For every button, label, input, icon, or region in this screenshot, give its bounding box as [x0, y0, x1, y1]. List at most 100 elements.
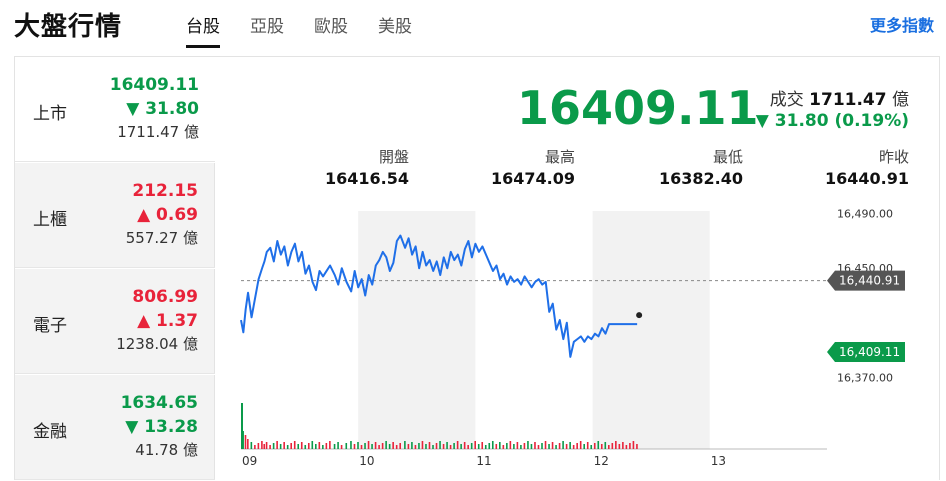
volume-bar [425, 444, 427, 449]
volume-bar [283, 442, 285, 449]
volume-bar [481, 442, 484, 449]
volume-bar [307, 443, 310, 449]
x-tick-label: 10 [359, 454, 374, 468]
index-change-summary: ▼ 31.80 (0.19%) [755, 111, 909, 131]
volume-bar [435, 443, 438, 449]
volume-bar [474, 441, 476, 449]
price-line [240, 234, 638, 358]
market-panel: 上市 16409.11 ▼ 31.80 1711.47 億 上櫃 212.15 … [14, 56, 940, 480]
volume-bar [367, 441, 370, 449]
volume-bar [449, 445, 452, 449]
volume-bar [590, 445, 593, 449]
sidebar-item-otc[interactable]: 上櫃 212.15 ▲ 0.69 557.27 億 [15, 163, 215, 268]
volume-bar [527, 441, 529, 449]
sidebar-item-listed[interactable]: 上市 16409.11 ▼ 31.80 1711.47 億 [15, 57, 215, 162]
volume-bar [565, 444, 568, 449]
volume-bar [293, 441, 296, 449]
volume-bar [263, 444, 266, 449]
volume-bar [636, 444, 638, 449]
session-band [475, 211, 593, 449]
stat-value: 16416.54 [324, 169, 409, 188]
volume-bar [357, 442, 359, 449]
volume-bar [381, 443, 384, 449]
volume-bar [502, 445, 505, 449]
stat-low: 最低 16382.40 [633, 147, 743, 191]
volume-bar [329, 441, 331, 449]
volume-bar [555, 445, 557, 449]
volume-label: 成交 [769, 90, 804, 110]
index-volume: 41.78 億 [135, 441, 198, 459]
volume-bar [318, 442, 321, 449]
index-change: ▼ 31.80 [126, 99, 199, 119]
volume-bar [453, 443, 455, 449]
y-tick-label: 16,490.00 [837, 209, 893, 221]
x-tick-label: 13 [711, 454, 726, 468]
last-price-dot [636, 312, 643, 319]
sidebar-item-electronics[interactable]: 電子 806.99 ▲ 1.37 1238.04 億 [15, 269, 215, 374]
volume-bar [548, 444, 550, 449]
volume-bar [477, 444, 480, 449]
index-name: 金融 [33, 422, 67, 442]
index-name: 電子 [33, 316, 67, 336]
volume-bar [520, 445, 522, 449]
y-tick-label: 16,370.00 [837, 371, 893, 384]
volume-bar [558, 443, 561, 449]
stat-high: 最高 16474.09 [465, 147, 575, 191]
x-tick-label: 09 [242, 454, 257, 468]
volume-bar [544, 441, 547, 449]
session-band [241, 211, 359, 449]
volume-bar [463, 442, 466, 449]
volume-bar [632, 441, 635, 449]
volume-bar [432, 445, 434, 449]
volume-bar [583, 444, 585, 449]
index-volume: 1711.47 億 [117, 123, 199, 141]
volume-bar [250, 442, 253, 449]
volume-bar [242, 431, 244, 449]
tab-europe[interactable]: 歐股 [314, 17, 348, 37]
volume-bar [414, 445, 417, 449]
tab-asia[interactable]: 亞股 [250, 17, 284, 37]
more-indices-link[interactable]: 更多指數 [869, 16, 934, 35]
stat-label: 最低 [712, 148, 743, 166]
volume-bar [625, 445, 628, 449]
index-change: ▼ 13.28 [125, 417, 198, 437]
page-title: 大盤行情 [14, 12, 123, 42]
volume-bar [460, 444, 462, 449]
index-name: 上櫃 [33, 210, 67, 230]
volume-bar [516, 442, 519, 449]
volume-bar [611, 443, 614, 449]
volume-bar [325, 443, 328, 449]
volume-bar [290, 443, 292, 449]
volume-bar [593, 443, 596, 449]
volume-bar [371, 444, 373, 449]
volume-bar [495, 444, 498, 449]
volume-bar [311, 441, 314, 449]
volume-bar [513, 444, 515, 449]
volume-bar [551, 442, 554, 449]
volume-bar [261, 441, 263, 449]
volume-bar [247, 439, 249, 449]
sidebar-item-finance[interactable]: 金融 1634.65 ▼ 13.28 41.78 億 [15, 375, 215, 480]
volume-bar [572, 445, 575, 449]
volume-bar [421, 441, 424, 449]
index-price: 806.99 [132, 287, 198, 307]
volume-bar [488, 443, 491, 449]
intraday-chart[interactable]: 09 10 11 12 1316,490.0016,450.0016,370.0016,… [239, 209, 929, 481]
volume-bar [353, 444, 356, 449]
index-change: ▲ 1.37 [137, 311, 198, 331]
tab-tw[interactable]: 台股 [186, 12, 220, 48]
reference-label: 16,440.91 [839, 274, 900, 288]
stat-prev-close: 昨收 16440.91 [799, 147, 909, 191]
trade-volume: 成交 1711.47 億 [770, 85, 909, 110]
session-band [592, 211, 710, 449]
volume-bar [254, 445, 256, 449]
volume-bar [470, 443, 473, 449]
stat-value: 16382.40 [658, 169, 743, 188]
current-price-label: 16,409.11 [839, 345, 900, 359]
stat-value: 16440.91 [824, 169, 909, 188]
tab-us[interactable]: 美股 [378, 17, 412, 37]
volume-value: 1711.47 [809, 90, 887, 110]
market-tabs: 台股 亞股 歐股 美股 [186, 12, 442, 48]
volume-bar [337, 442, 339, 449]
volume-bar [399, 443, 401, 449]
